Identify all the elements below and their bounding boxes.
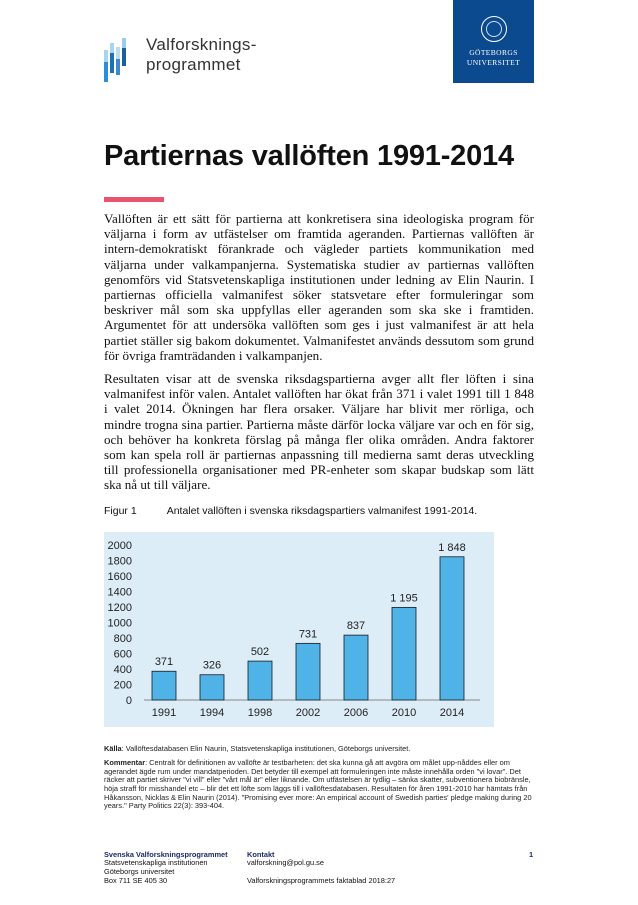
paragraph: Resultaten visar att de svenska riksdags… xyxy=(104,371,534,493)
y-tick-label: 0 xyxy=(126,695,132,707)
y-tick-label: 1400 xyxy=(108,586,132,598)
data-label: 371 xyxy=(155,656,173,668)
footer-org: Svenska Valforskningsprogrammet xyxy=(104,849,228,859)
x-tick-label: 2006 xyxy=(344,707,368,719)
y-tick-label: 600 xyxy=(114,648,132,660)
figure-label: Figur 1 xyxy=(104,504,137,517)
data-label: 502 xyxy=(251,646,269,658)
bar-1994 xyxy=(199,673,225,701)
footer-contact: Kontakt valforskning@pol.gu.se Valforskn… xyxy=(247,849,529,885)
logo-line-1: Valforsknings- xyxy=(146,35,257,54)
valforskning-logo-icon xyxy=(104,38,138,88)
factsheet-series: Valforskningsprogrammets faktablad 2018:… xyxy=(247,875,396,885)
logo-line-2: programmet xyxy=(146,55,241,74)
x-tick-label: 2010 xyxy=(392,707,416,719)
university-name-2: UNIVERSITET xyxy=(466,58,521,67)
bar-1991 xyxy=(151,670,177,701)
university-seal-icon xyxy=(481,16,507,42)
data-label: 837 xyxy=(347,620,365,632)
source-text: : Vallöftesdatabasen Elin Naurin, Statsv… xyxy=(121,743,411,753)
page-title: Partiernas vallöften 1991-2014 xyxy=(104,140,514,172)
accent-bar xyxy=(104,197,164,202)
data-label: 731 xyxy=(299,628,317,640)
comment-label: Kommentar xyxy=(104,758,146,768)
footer-address: Svenska Valforskningsprogrammet Statsvet… xyxy=(104,849,247,885)
bar-2014 xyxy=(439,556,465,701)
comment-note: Kommentar: Centralt för definitionen av … xyxy=(104,758,534,811)
bar-chart: 0 200 400 600 800 1000 1200 1400 1600 1800 2000 371… xyxy=(104,531,494,727)
logo-text: Valforsknings- programmet xyxy=(146,35,257,75)
bar-1998 xyxy=(247,660,273,701)
university-logo: GÖTEBORGS UNIVERSITET xyxy=(453,0,534,83)
y-tick-label: 1600 xyxy=(108,571,132,583)
x-tick-label: 2002 xyxy=(296,707,320,719)
y-tick-label: 200 xyxy=(114,679,132,691)
source-label: Källa xyxy=(104,743,122,753)
y-tick-label: 800 xyxy=(114,633,132,645)
page-number: 1 xyxy=(529,849,534,859)
y-tick-label: 2000 xyxy=(108,540,132,552)
y-tick-label: 1800 xyxy=(108,555,132,567)
data-label: 326 xyxy=(203,659,221,671)
y-tick-label: 1200 xyxy=(108,602,132,614)
footer-univ: Göteborgs universitet xyxy=(104,867,175,876)
content-column: Vallöften är ett sätt för partierna att … xyxy=(104,0,534,905)
contact-label: Kontakt xyxy=(247,849,275,859)
university-name-1: GÖTEBORGS xyxy=(469,48,518,57)
chart-svg: 0 200 400 600 800 1000 1200 1400 1600 1800 2000 371… xyxy=(108,540,480,719)
footer-dept: Statsvetenskapliga institutionen xyxy=(104,858,208,868)
footer: Svenska Valforskningsprogrammet Statsvet… xyxy=(104,849,534,885)
y-tick-label: 1000 xyxy=(108,617,132,629)
x-tick-label: 2014 xyxy=(440,707,464,719)
x-tick-label: 1994 xyxy=(200,707,224,719)
x-tick-label: 1998 xyxy=(248,707,272,719)
bar-2010 xyxy=(391,606,417,701)
contact-email[interactable]: valforskning@pol.gu.se xyxy=(247,858,324,868)
bar-2002 xyxy=(295,642,321,701)
bar-2006 xyxy=(343,634,369,701)
y-tick-label: 400 xyxy=(114,664,132,676)
x-tick-label: 1991 xyxy=(152,707,176,719)
paragraph: Vallöften är ett sätt för partierna att … xyxy=(104,211,534,363)
figure-heading: Figur 1 Antalet vallöften i svenska riks… xyxy=(104,505,534,518)
data-label: 1 848 xyxy=(438,541,466,553)
figure-caption: Antalet vallöften i svenska riksdagspart… xyxy=(166,504,478,517)
footer-address-line: Box 711 SE 405 30 xyxy=(104,875,168,885)
source-note: Källa: Vallöftesdatabasen Elin Naurin, S… xyxy=(104,743,534,754)
comment-text: : Centralt för definitionen av vallöfte … xyxy=(104,758,532,811)
data-label: 1 195 xyxy=(390,592,418,604)
